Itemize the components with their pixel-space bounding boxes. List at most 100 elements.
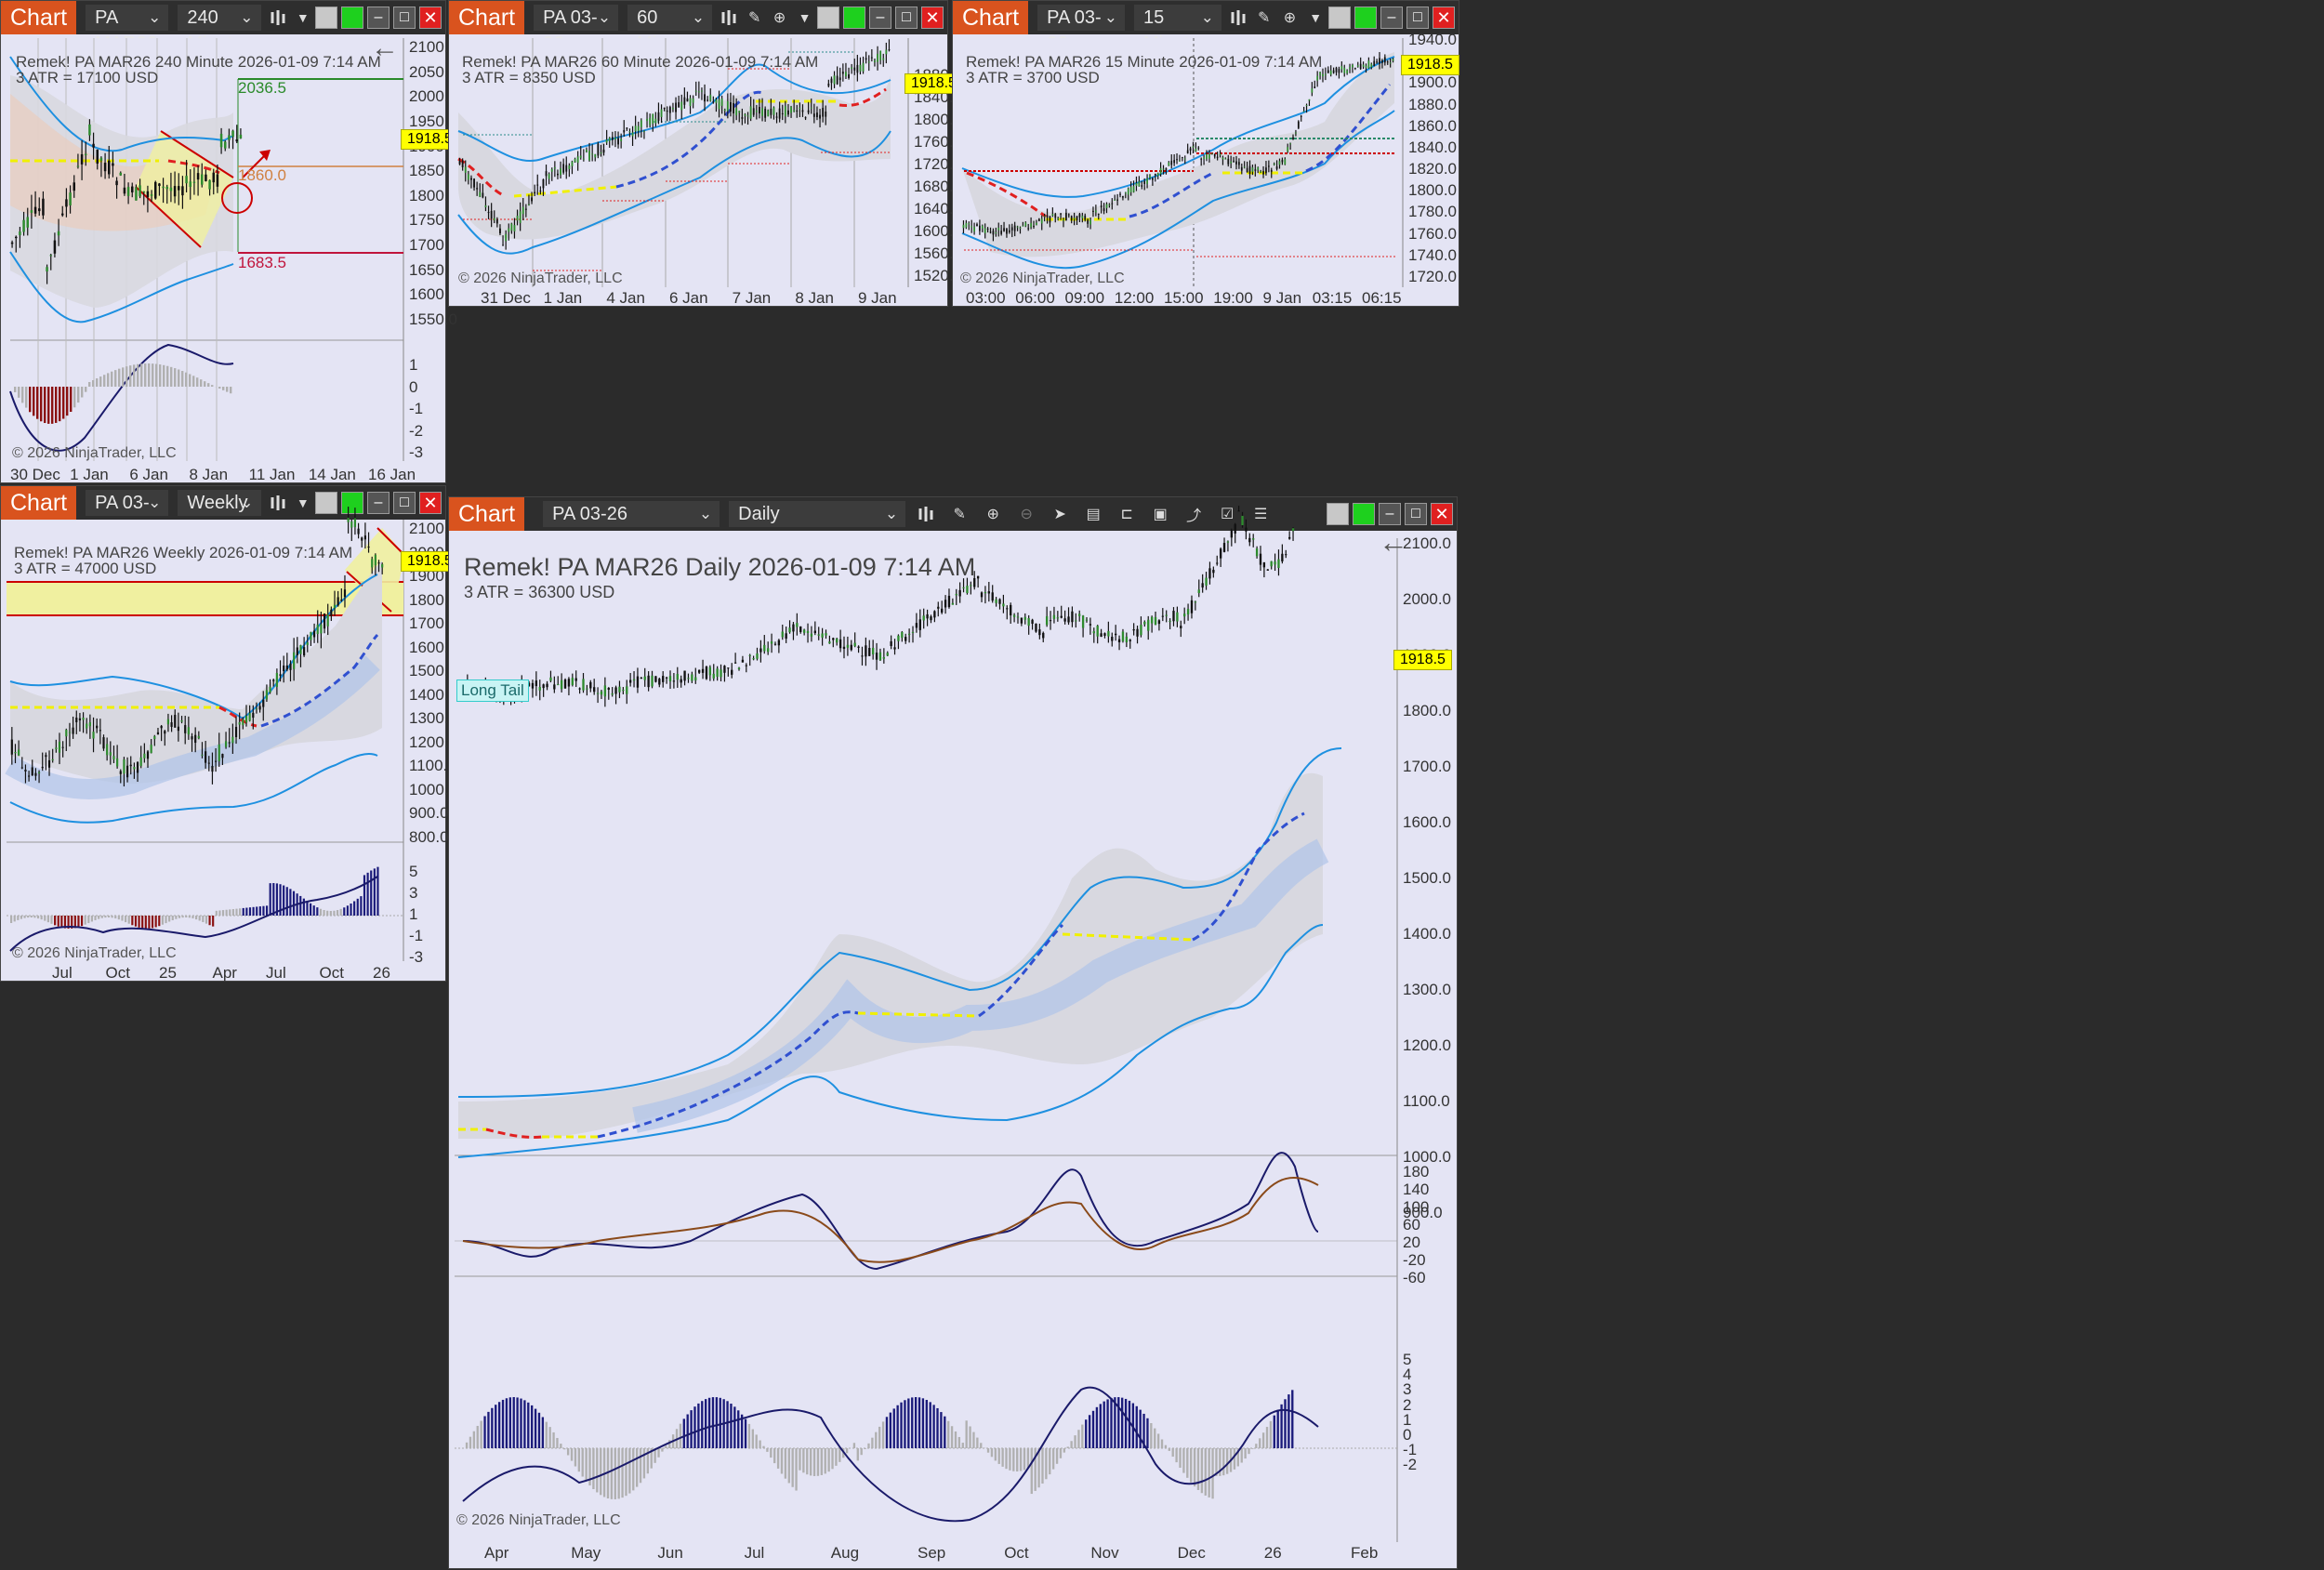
candle-body <box>1143 622 1145 625</box>
time-tick: 4 Jan <box>606 289 645 308</box>
histogram-bar <box>218 387 220 389</box>
candle-body <box>1119 194 1121 195</box>
histogram-bar <box>1067 1446 1069 1448</box>
candle-body <box>843 647 845 649</box>
candle-body <box>1011 227 1013 230</box>
candle-body <box>1027 228 1029 229</box>
candle-body <box>620 139 622 141</box>
histogram-bar <box>1262 1432 1264 1448</box>
osc-tick: 5 <box>409 863 417 881</box>
histogram-bar <box>73 387 75 407</box>
candle-body <box>115 181 118 186</box>
candle-body <box>348 518 350 522</box>
candle-body <box>941 609 943 613</box>
histogram-bar <box>133 364 135 387</box>
candle-body <box>1241 167 1243 171</box>
candle-body <box>364 535 366 539</box>
candle-body <box>597 693 599 694</box>
candle-body <box>1292 528 1294 531</box>
candle-body <box>130 765 132 766</box>
histogram-bar <box>208 916 210 925</box>
histogram-bar <box>1222 1448 1224 1475</box>
histogram-bar <box>1190 1448 1192 1483</box>
candle-body <box>825 112 826 117</box>
histogram-bar <box>232 909 234 916</box>
candle-body <box>756 111 758 112</box>
candle-body <box>11 740 13 755</box>
candle-body <box>1089 624 1091 625</box>
candle-body <box>626 686 627 693</box>
candle-body <box>1157 173 1159 176</box>
candle-body <box>1333 71 1335 73</box>
candle-body <box>167 719 169 725</box>
candle-body <box>1247 168 1248 172</box>
candle-body <box>853 68 855 71</box>
candle-body <box>649 118 651 125</box>
candle-body <box>1195 149 1197 152</box>
histogram-bar <box>70 387 72 412</box>
candle-body <box>158 183 161 186</box>
candle-body <box>691 674 693 680</box>
histogram-bar <box>571 1448 573 1461</box>
histogram-bar <box>665 1445 667 1448</box>
histogram-bar <box>172 916 174 920</box>
candle-body <box>205 175 207 181</box>
candle-body <box>1101 205 1103 207</box>
candle-body <box>239 722 241 725</box>
histogram-bar <box>661 1448 663 1452</box>
candle-body <box>1298 122 1300 128</box>
candle-body <box>1041 218 1043 223</box>
candle-body <box>568 679 570 686</box>
candle-body <box>1206 154 1208 159</box>
time-tick: 09:00 <box>1065 289 1105 308</box>
candle-body <box>937 607 939 609</box>
candle-body <box>992 592 994 600</box>
histogram-bar <box>799 1448 800 1471</box>
histogram-bar <box>272 883 274 916</box>
atr-label: 3 ATR = 8350 USD <box>462 69 596 87</box>
back-arrow-icon[interactable]: ← <box>371 33 399 64</box>
histogram-bar <box>1012 1448 1014 1471</box>
candle-body <box>147 191 150 197</box>
candle-body <box>1035 624 1037 632</box>
histogram-bar <box>1081 1425 1083 1448</box>
candle-body <box>166 187 169 189</box>
candle-body <box>317 625 319 634</box>
candle-body <box>687 99 689 101</box>
histogram-bar <box>1287 1394 1289 1448</box>
candle-body <box>1166 168 1168 170</box>
candle-body <box>799 108 800 109</box>
candle-body <box>1006 229 1008 233</box>
histogram-bar <box>330 911 332 916</box>
candle-body <box>1054 214 1056 218</box>
histogram-bar <box>1150 1423 1152 1448</box>
histogram-bar <box>303 899 305 916</box>
time-tick: 26 <box>373 964 390 983</box>
candle-body <box>638 126 640 131</box>
histogram-bar <box>618 1448 620 1498</box>
price-axis: 1940.01920.01900.01880.01860.01840.01820… <box>1403 1 1459 308</box>
candle-body <box>796 623 798 627</box>
candle-body <box>102 737 104 748</box>
histogram-bar <box>1284 1399 1286 1448</box>
candle-body <box>1182 157 1183 158</box>
histogram-bar <box>1070 1441 1072 1448</box>
histogram-bar <box>1020 1448 1022 1471</box>
candle-body <box>837 76 838 85</box>
histogram-bar <box>103 375 105 387</box>
candle-body <box>1390 62 1392 63</box>
histogram-bar <box>926 1400 928 1448</box>
histogram-bar <box>1060 1448 1062 1458</box>
candle-body <box>245 716 247 722</box>
candle-body <box>658 679 660 684</box>
histogram-bar <box>680 1424 681 1448</box>
chart-window-60min: Chart PA 03-26⌄ 60 Minute⌄ ✎ ⊕ ▼ – □ ✕ R… <box>448 0 948 307</box>
candle-body <box>42 199 45 216</box>
histogram-bar <box>125 916 126 922</box>
candle-body <box>759 649 761 653</box>
candle-body <box>672 108 674 109</box>
histogram-bar <box>1255 1444 1257 1448</box>
histogram-bar <box>20 916 22 919</box>
candle-body <box>499 229 501 233</box>
candle-body <box>143 191 146 192</box>
